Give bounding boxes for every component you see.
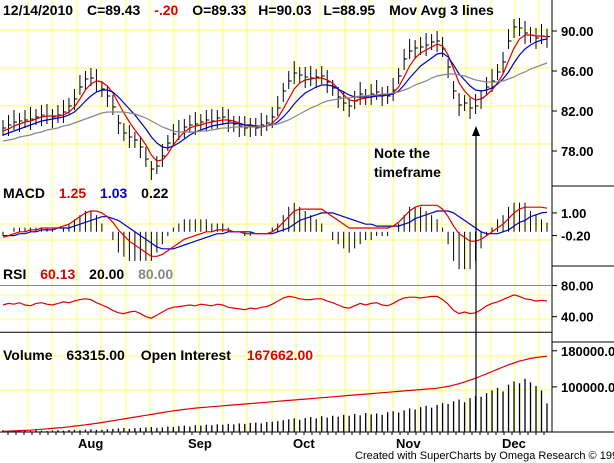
- header-close: C=89.43: [87, 2, 141, 18]
- macd-label: MACD: [3, 185, 45, 201]
- annotation-line1: Note the: [374, 145, 430, 161]
- rsi-label-row: RSI 60.13 20.00 80.00: [3, 266, 173, 282]
- chart-grid: [0, 0, 552, 432]
- header-study: Mov Avg 3 lines: [389, 2, 494, 18]
- header-change: -.20: [154, 2, 178, 18]
- y-tick-label: 82.00: [561, 104, 594, 119]
- x-month-label: Sep: [188, 436, 212, 451]
- x-month-label: Aug: [78, 436, 103, 451]
- oi-value: 167662.00: [247, 347, 313, 363]
- y-tick-label: 86.00: [561, 64, 594, 79]
- y-tick-label: 40.00: [561, 310, 594, 325]
- y-tick-label: 90.00: [561, 24, 594, 39]
- y-tick-label: 80.00: [561, 279, 594, 294]
- rsi-label: RSI: [3, 266, 26, 282]
- rsi-level-high: 80.00: [138, 266, 173, 282]
- macd-value-black: 0.22: [141, 185, 168, 201]
- volume-label: Volume: [3, 347, 53, 363]
- rsi-panel: 80.00 40.00: [0, 279, 594, 333]
- annotation-arrow: [472, 126, 480, 430]
- rsi-value-red: 60.13: [40, 266, 75, 282]
- rsi-level-low: 20.00: [89, 266, 124, 282]
- moving-average-line: [2, 38, 548, 149]
- volume-label-row: Volume 63315.00 Open Interest 167662.00: [3, 347, 313, 363]
- y-tick-label: 1.00: [561, 206, 586, 221]
- macd-line: [2, 204, 548, 257]
- y-tick-label: -0.20: [561, 229, 591, 244]
- moving-average-line: [2, 34, 548, 162]
- y-tick-label: 180000.0: [561, 344, 614, 359]
- price-panel: 90.00 86.00 82.00 78.00: [2, 18, 594, 180]
- panel-dividers: Aug Sep Oct Nov Dec: [0, 0, 614, 451]
- volume-panel: 180000.0 100000.0: [2, 344, 614, 432]
- macd-label-row: MACD 1.25 1.03 0.22: [3, 185, 169, 201]
- x-month-label: Oct: [293, 436, 315, 451]
- rsi-line: [2, 294, 548, 319]
- header-high: H=90.03: [258, 2, 312, 18]
- header-low: L=88.95: [323, 2, 375, 18]
- header-date: 12/14/2010: [3, 2, 73, 18]
- oi-label: Open Interest: [141, 347, 232, 363]
- x-month-label: Dec: [502, 436, 526, 451]
- annotation-arrow-head: [472, 126, 480, 136]
- open-interest-line: [2, 355, 548, 432]
- moving-average-line: [2, 62, 548, 142]
- macd-signal-line: [3, 210, 548, 250]
- y-tick-label: 100000.0: [561, 380, 614, 395]
- annotation-line2: timeframe: [374, 164, 441, 180]
- macd-value-red: 1.25: [59, 185, 86, 201]
- header-open: O=89.33: [192, 2, 246, 18]
- macd-value-blue: 1.03: [100, 185, 127, 201]
- y-tick-label: 78.00: [561, 144, 594, 159]
- macd-panel: 1.00 -0.20: [2, 202, 591, 270]
- chart-header: 12/14/2010 C=89.43 -.20 O=89.33 H=90.03 …: [3, 2, 494, 18]
- x-month-label: Nov: [396, 436, 421, 451]
- footer-credit: Created with SuperCharts by Omega Resear…: [355, 450, 614, 462]
- volume-value: 63315.00: [66, 347, 125, 363]
